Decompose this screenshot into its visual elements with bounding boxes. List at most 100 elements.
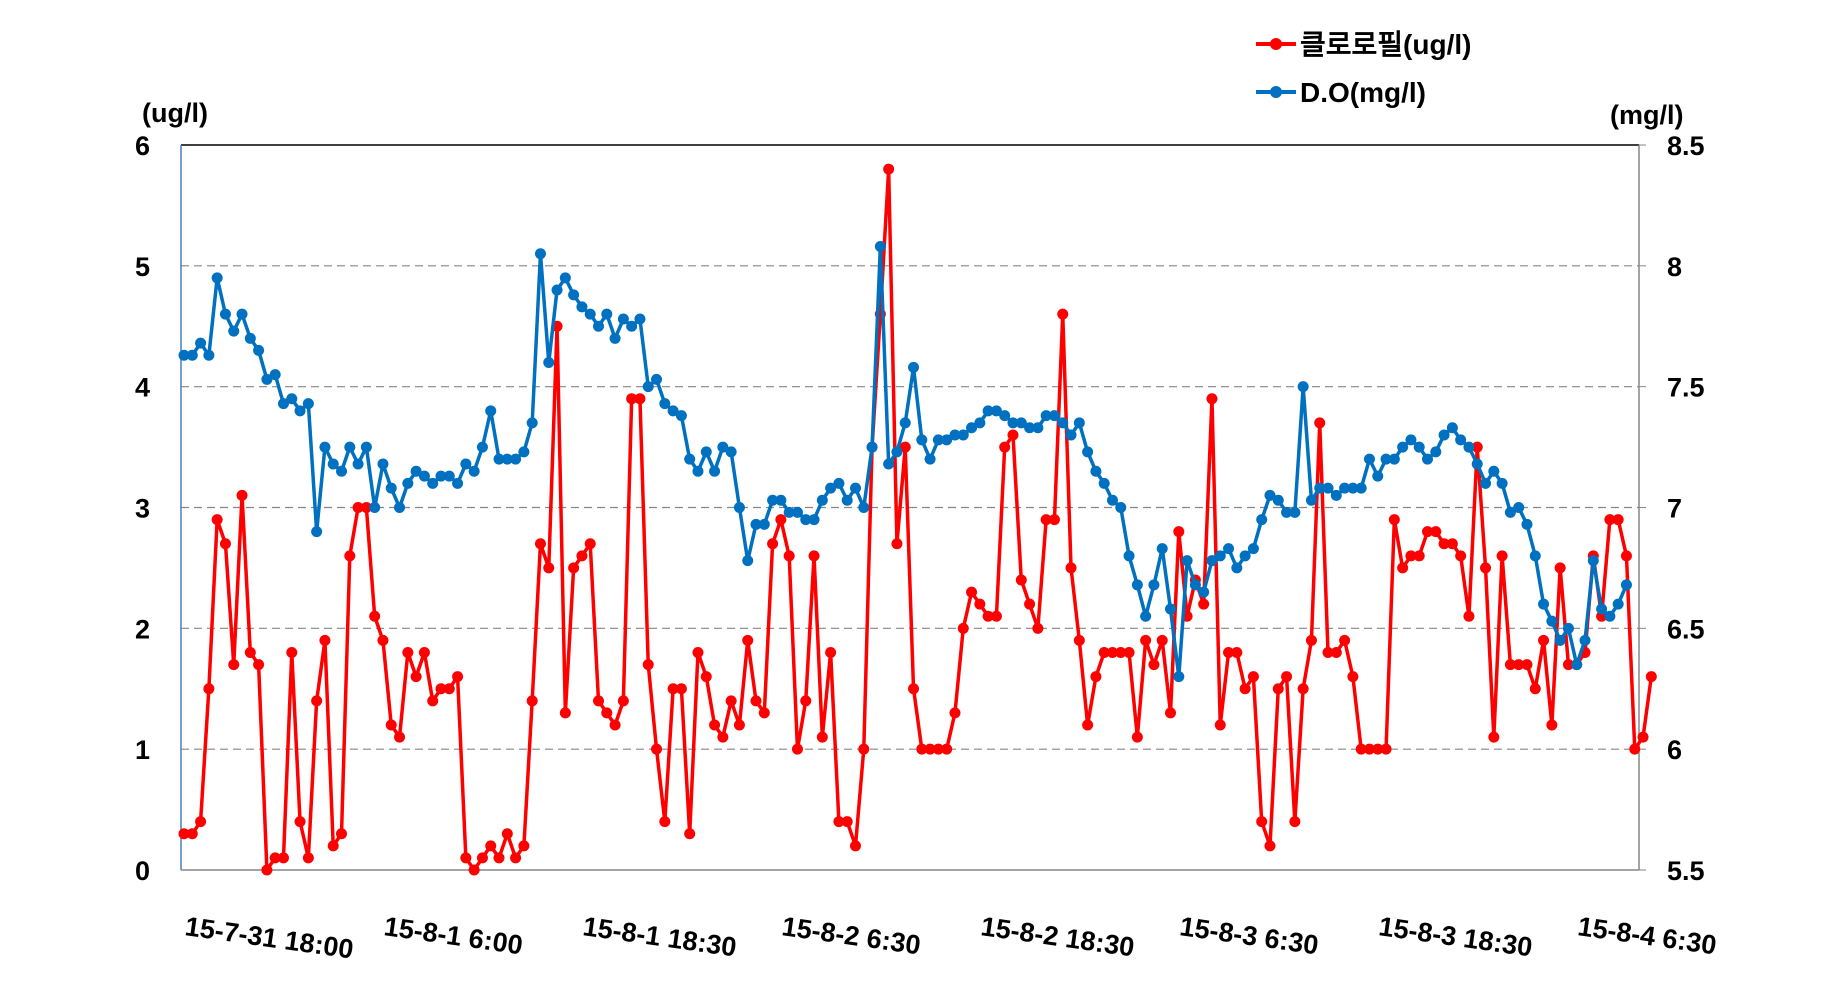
data-point-do: [1388, 453, 1400, 465]
data-point-chlorophyll: [1612, 514, 1624, 526]
data-point-do: [336, 465, 348, 477]
data-point-chlorophyll: [916, 743, 928, 755]
data-point-do: [510, 453, 522, 465]
data-point-do: [750, 518, 762, 530]
left-tick-label: 2: [135, 614, 150, 644]
data-point-chlorophyll: [750, 695, 762, 707]
data-point-chlorophyll: [1347, 671, 1359, 683]
data-point-chlorophyll: [700, 671, 712, 683]
data-point-do: [377, 458, 389, 470]
data-point-do: [1165, 603, 1177, 615]
data-point-chlorophyll: [559, 707, 571, 719]
x-tick-label: 15-8-3 18:30: [1377, 911, 1534, 962]
data-point-do: [1156, 543, 1168, 555]
data-point-chlorophyll: [286, 647, 298, 658]
data-point-chlorophyll: [758, 707, 770, 719]
data-point-do: [369, 502, 381, 513]
data-point-chlorophyll: [319, 634, 331, 646]
data-point-chlorophyll: [1281, 671, 1293, 683]
data-point-chlorophyll: [982, 610, 994, 622]
data-point-chlorophyll: [767, 538, 779, 550]
data-point-do: [1422, 453, 1433, 465]
data-point-chlorophyll: [725, 695, 737, 707]
legend-item-chlorophyll: 클로로필(ug/l): [1256, 29, 1471, 60]
data-point-chlorophyll: [1538, 634, 1550, 646]
data-point-do: [178, 349, 190, 361]
data-point-do: [659, 398, 671, 410]
data-point-chlorophyll: [1496, 550, 1508, 562]
data-point-chlorophyll: [568, 562, 580, 574]
series-chlorophyll: [178, 163, 1657, 876]
data-point-do: [1015, 417, 1027, 429]
data-point-chlorophyll: [1239, 683, 1251, 695]
data-point-chlorophyll: [443, 683, 455, 695]
data-point-do: [1546, 615, 1558, 627]
data-point-do: [1040, 410, 1052, 422]
data-point-do: [916, 434, 928, 446]
data-point-chlorophyll: [518, 840, 530, 852]
data-point-chlorophyll: [1231, 647, 1243, 658]
data-point-chlorophyll: [626, 393, 638, 405]
data-point-chlorophyll: [369, 610, 381, 622]
data-point-do: [717, 441, 729, 453]
data-point-chlorophyll: [816, 731, 828, 743]
data-point-do: [1305, 494, 1317, 506]
data-point-do: [1538, 598, 1550, 610]
data-point-chlorophyll: [1405, 550, 1417, 562]
data-point-do: [816, 494, 828, 506]
legend-label-chlorophyll: 클로로필(ug/l): [1300, 29, 1471, 60]
data-point-do: [700, 446, 712, 458]
data-point-do: [1529, 550, 1541, 562]
data-point-chlorophyll: [932, 743, 944, 755]
data-point-chlorophyll: [1206, 393, 1218, 405]
data-point-chlorophyll: [742, 634, 754, 646]
data-point-chlorophyll: [1305, 634, 1317, 646]
data-point-chlorophyll: [1140, 634, 1152, 646]
data-point-chlorophyll: [1604, 514, 1616, 526]
data-point-chlorophyll: [957, 622, 969, 634]
data-point-do: [1413, 441, 1425, 453]
data-point-do: [576, 301, 588, 313]
x-tick-label: 15-7-31 18:00: [183, 911, 355, 964]
data-point-chlorophyll: [800, 695, 812, 707]
data-point-do: [999, 410, 1011, 422]
data-point-do: [394, 502, 406, 513]
data-point-chlorophyll: [924, 743, 936, 755]
data-point-chlorophyll: [1156, 634, 1168, 646]
data-point-chlorophyll: [849, 840, 861, 852]
data-point-do: [800, 514, 812, 526]
left-axis-unit: (ug/l): [142, 98, 208, 128]
data-point-do: [319, 441, 331, 453]
data-point-do: [767, 494, 779, 506]
data-point-do: [908, 361, 920, 373]
data-point-do: [1090, 465, 1102, 477]
data-point-chlorophyll: [841, 816, 853, 828]
data-point-chlorophyll: [1554, 562, 1566, 574]
data-point-do: [1189, 579, 1201, 591]
data-point-do: [1471, 458, 1483, 470]
data-point-do: [1612, 598, 1624, 610]
data-point-do: [1430, 446, 1442, 458]
left-tick-label: 4: [135, 373, 150, 403]
data-point-chlorophyll: [775, 514, 787, 526]
legend-item-do: D.O(mg/l): [1256, 77, 1426, 108]
data-point-do: [1562, 622, 1574, 634]
left-tick-label: 5: [135, 252, 150, 282]
x-tick-label: 15-8-2 18:30: [979, 911, 1136, 962]
data-point-chlorophyll: [1015, 574, 1027, 586]
data-point-chlorophyll: [1106, 647, 1118, 658]
data-point-chlorophyll: [899, 441, 911, 453]
right-axis-ticks: 5.5 6 6.5 7 7.5 8 8.5: [1639, 131, 1705, 886]
data-point-do: [1596, 603, 1608, 615]
data-point-chlorophyll: [1065, 562, 1077, 574]
data-point-chlorophyll: [1562, 659, 1574, 671]
data-point-do: [1048, 410, 1060, 422]
data-point-chlorophyll: [791, 743, 803, 755]
data-point-do: [1272, 494, 1284, 506]
data-point-chlorophyll: [277, 852, 289, 864]
data-point-chlorophyll: [675, 683, 687, 695]
data-point-chlorophyll: [1339, 634, 1351, 646]
data-point-chlorophyll: [476, 852, 488, 864]
data-point-do: [485, 405, 497, 417]
data-point-chlorophyll: [1289, 816, 1301, 828]
